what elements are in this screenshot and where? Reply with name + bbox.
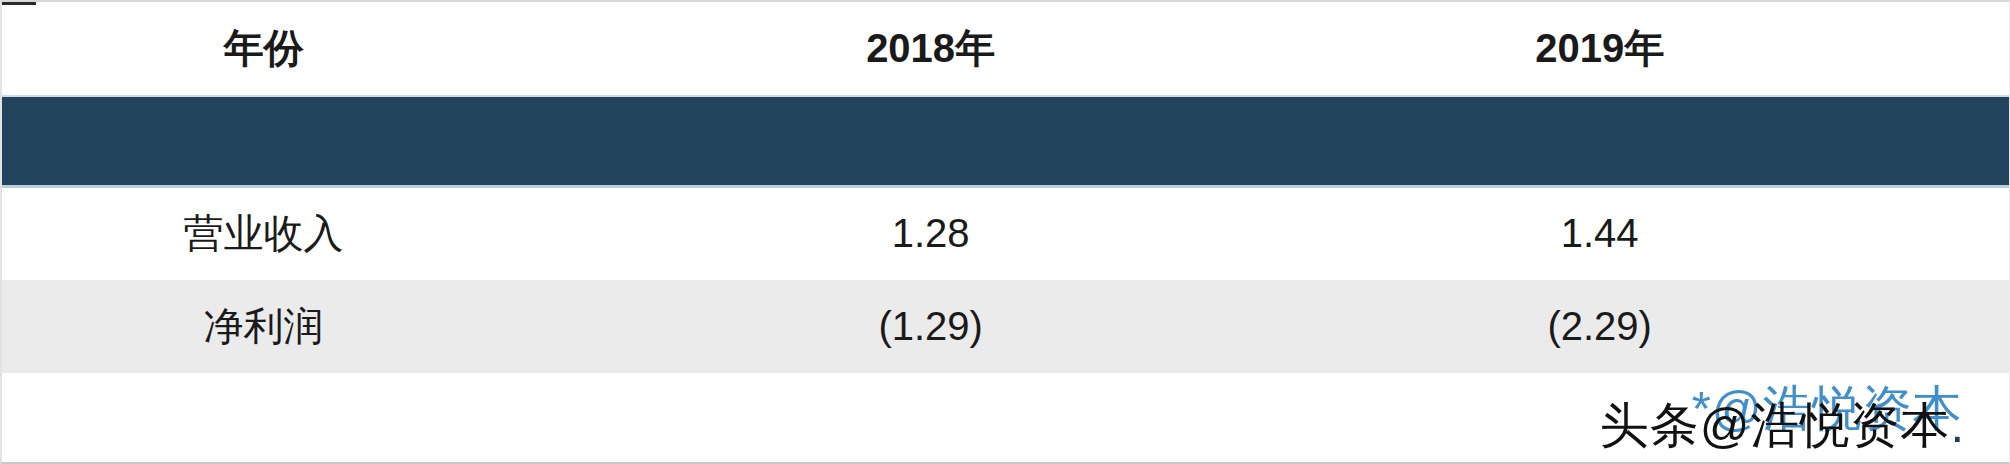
header-cell-2018: 2018年 (525, 2, 1336, 95)
banner-cell (2, 97, 525, 185)
revenue-2018-value: 1.28 (525, 188, 1336, 281)
watermark: *@浩悦资本头条@浩悦资本. (1600, 401, 1964, 450)
net-profit-2019-value: (2.29) (1336, 280, 1863, 373)
table-header-row: 年份 2018年 2019年 (2, 2, 2009, 95)
banner-row (2, 95, 2009, 188)
footer-row: *@浩悦资本头条@浩悦资本. (2, 373, 2009, 464)
crop-artifact-line (2, 2, 36, 5)
watermark-dot: . (1950, 398, 1964, 452)
table-row-net-profit: 净利润 (1.29) (2.29) (2, 280, 2009, 373)
row-label-revenue: 营业收入 (2, 188, 525, 281)
header-cell-year: 年份 (2, 2, 525, 95)
header-cell-spacer (1863, 2, 2009, 95)
row-label-net-profit: 净利润 (2, 280, 525, 373)
financial-table-page: 年份 2018年 2019年 营业收入 1.28 1.44 净利润 (1.29)… (0, 0, 2010, 464)
header-cell-2019: 2019年 (1336, 2, 1863, 95)
table-row-revenue: 营业收入 1.28 1.44 (2, 188, 2009, 281)
revenue-2019-value: 1.44 (1336, 188, 1863, 281)
revenue-spacer (1863, 188, 2009, 281)
net-profit-2018-value: (1.29) (525, 280, 1336, 373)
net-profit-spacer (1863, 280, 2009, 373)
watermark-site-text: 头条@浩悦资本 (1600, 398, 1951, 452)
